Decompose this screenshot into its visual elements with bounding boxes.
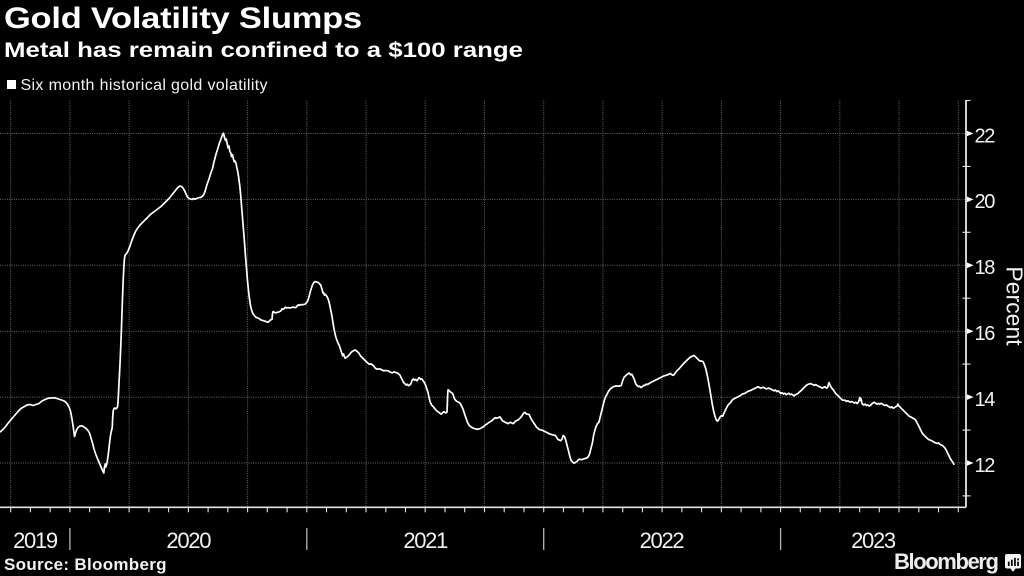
svg-text:2019: 2019	[13, 528, 58, 553]
svg-text:14: 14	[975, 389, 996, 411]
svg-text:2020: 2020	[166, 528, 211, 553]
svg-text:Percent: Percent	[1002, 266, 1024, 346]
svg-text:2022: 2022	[640, 528, 685, 553]
svg-text:22: 22	[975, 125, 996, 147]
svg-text:18: 18	[975, 257, 996, 279]
svg-text:12: 12	[975, 455, 996, 477]
svg-text:16: 16	[975, 323, 996, 345]
svg-text:2021: 2021	[403, 528, 448, 553]
svg-text:2023: 2023	[851, 528, 896, 553]
svg-text:20: 20	[975, 191, 996, 213]
